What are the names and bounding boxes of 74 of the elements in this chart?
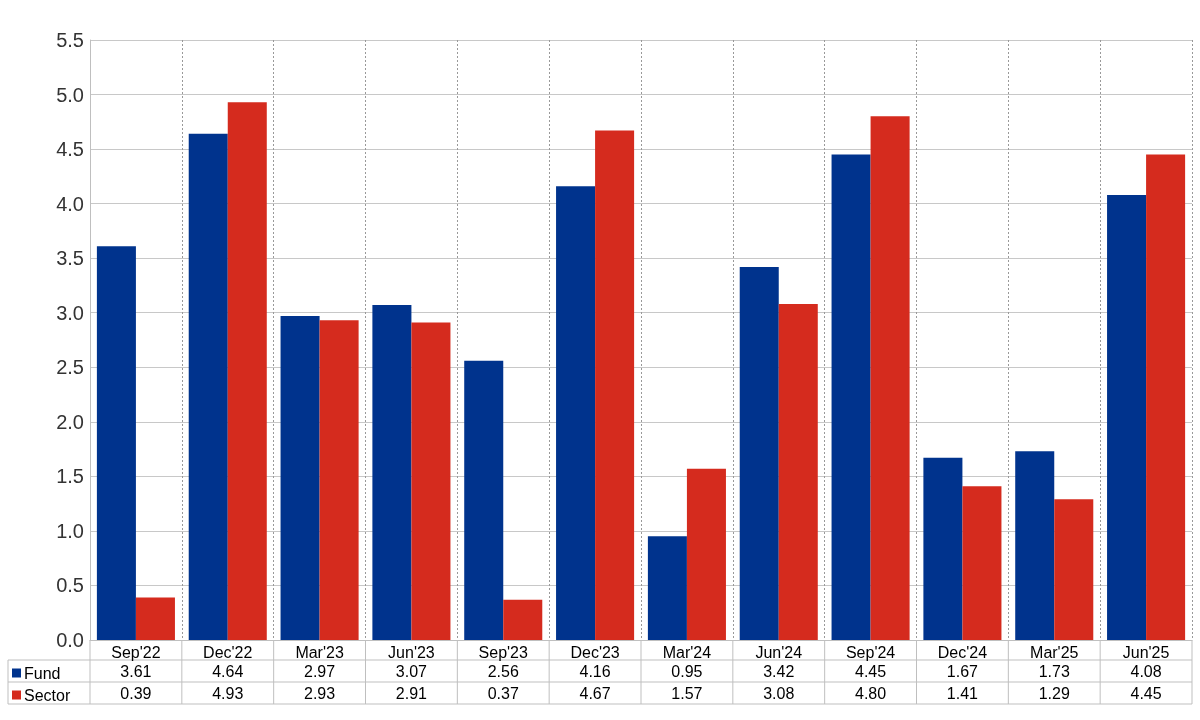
data-label: 1.67: [946, 662, 979, 680]
data-label: 1.73: [1038, 662, 1070, 680]
data-label: 4.08: [1130, 662, 1162, 680]
data-label: 0.95: [671, 662, 703, 680]
x-tick-label: Mar'23: [295, 643, 344, 661]
bar: [96, 246, 136, 640]
legend-label: Sector: [24, 686, 71, 704]
x-tick-label: Dec'24: [937, 643, 988, 661]
y-tick-label: 3.0: [56, 301, 84, 324]
bar: [739, 266, 779, 640]
data-label: 2.97: [304, 662, 336, 680]
data-label: 4.93: [212, 684, 244, 702]
bar: [372, 305, 412, 640]
bar: [411, 322, 451, 640]
bar: [831, 154, 871, 640]
bar: [1015, 451, 1055, 640]
bar: [319, 320, 359, 640]
y-tick-label: 2.5: [56, 356, 84, 379]
y-tick-label: 4.5: [56, 138, 84, 161]
data-label: 1.29: [1038, 684, 1070, 702]
bar: [962, 486, 1002, 640]
data-label: 1.41: [946, 684, 979, 702]
y-tick-label: 1.0: [56, 519, 84, 542]
data-label: 4.80: [855, 684, 887, 702]
bar: [556, 186, 596, 640]
bar: [135, 597, 175, 640]
data-label: 0.37: [487, 684, 519, 702]
data-label: 2.91: [395, 684, 428, 702]
x-tick-label: Mar'24: [662, 643, 712, 661]
x-tick-label: Jun'24: [755, 643, 803, 661]
data-label: 4.45: [1130, 684, 1162, 702]
data-label: 4.67: [579, 684, 611, 702]
data-label: 1.57: [671, 684, 703, 702]
data-label: 2.93: [304, 684, 336, 702]
bar: [778, 304, 818, 640]
y-tick-label: 1.5: [56, 465, 84, 488]
data-label: 3.61: [120, 662, 152, 680]
bar: [280, 316, 320, 640]
data-label: 2.56: [487, 662, 519, 680]
y-tick-label: 3.5: [56, 247, 84, 270]
data-label: 3.07: [395, 662, 428, 680]
bar: [464, 360, 504, 640]
x-tick-label: Jun'23: [388, 643, 435, 661]
y-tick-label: 2.0: [56, 410, 84, 433]
data-label: 4.45: [855, 662, 887, 680]
data-label: 4.16: [579, 662, 611, 680]
bar: [1054, 499, 1094, 640]
x-tick-label: Dec'23: [570, 643, 620, 661]
y-tick-label: 0.0: [56, 629, 84, 651]
bar: [923, 457, 963, 640]
legend-label: Fund: [24, 664, 61, 682]
bar: [870, 116, 910, 640]
x-tick-label: Dec'22: [203, 643, 253, 661]
data-label: 3.08: [763, 684, 795, 702]
y-tick-label: 5.0: [56, 83, 84, 106]
y-tick-label: 5.5: [56, 29, 84, 51]
bar: [1107, 194, 1147, 640]
data-label: 3.42: [763, 662, 795, 680]
bar: [227, 102, 267, 640]
x-tick-label: Sep'22: [111, 643, 161, 661]
bar: [595, 130, 635, 640]
bar: [647, 536, 687, 640]
y-tick-label: 0.5: [56, 574, 84, 597]
x-tick-label: Mar'25: [1030, 643, 1079, 661]
x-tick-label: Jun'25: [1122, 643, 1170, 661]
data-label: 0.39: [120, 684, 152, 702]
x-tick-label: Sep'24: [845, 643, 896, 661]
y-tick-label: 4.0: [56, 192, 84, 215]
x-tick-label: Sep'23: [478, 643, 529, 661]
bar: [188, 133, 228, 640]
bar: [1146, 154, 1186, 640]
data-label: 4.64: [212, 662, 244, 680]
bar: [503, 599, 543, 640]
bar: [686, 468, 726, 640]
